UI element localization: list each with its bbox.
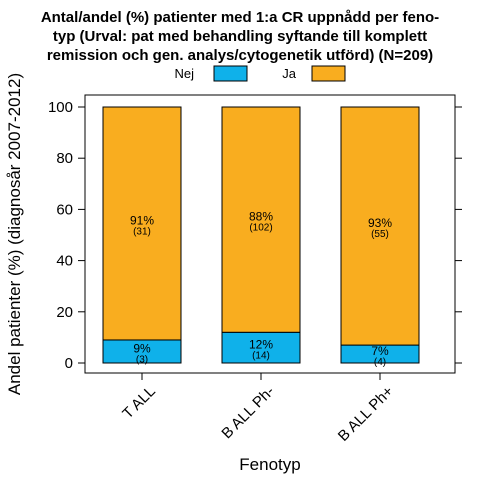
data-label-count: (31) <box>133 226 151 237</box>
y-axis-label: Andel patienter (%) (diagnosår 2007-2012… <box>5 73 24 395</box>
title-line: typ (Urval: pat med behandling syftande … <box>53 28 427 45</box>
legend-label: Nej <box>174 66 194 81</box>
y-tick-label: 0 <box>65 355 73 372</box>
data-label-pct: 7% <box>371 344 389 358</box>
bar-segment <box>102 106 182 341</box>
y-tick-label: 60 <box>56 201 73 218</box>
legend-label: Ja <box>282 66 297 81</box>
x-axis: T ALL B ALL Ph- B ALL Ph+ <box>119 373 397 445</box>
bar-segment <box>340 106 420 346</box>
y-tick-label: 80 <box>56 150 73 167</box>
title-line: remission och gen. analys/cytogenetik ut… <box>47 47 433 64</box>
x-tick-label: T ALL <box>119 383 159 423</box>
data-label-count: (55) <box>371 229 389 240</box>
legend: Nej Ja <box>174 65 346 82</box>
data-label-count: (102) <box>249 223 272 234</box>
data-label-pct: 88% <box>249 210 273 224</box>
data-label-count: (3) <box>136 354 148 365</box>
data-label-count: (14) <box>252 351 270 362</box>
bar-segment <box>221 106 301 333</box>
x-tick-label: B ALL Ph- <box>218 383 277 442</box>
data-label-pct: 93% <box>368 216 392 230</box>
plot-area <box>84 94 456 374</box>
data-label-pct: 91% <box>130 213 154 227</box>
y-tick-label: 20 <box>56 304 73 321</box>
legend-swatch <box>213 65 248 82</box>
y-tick-label: 40 <box>56 253 73 270</box>
y-axis: 0 20 40 60 80 100 <box>48 99 462 372</box>
data-label-count: (4) <box>374 357 386 368</box>
bars: 9%(3) 91%(31) 12%(14) 88%(102) 7%(4) 93%(55) <box>102 106 420 368</box>
chart-title: Antal/andel (%) patienter med 1:a CR upp… <box>41 9 439 64</box>
title-line: Antal/andel (%) patienter med 1:a CR upp… <box>41 9 439 26</box>
x-tick-label: B ALL Ph+ <box>335 383 397 445</box>
data-label-pct: 12% <box>249 338 273 352</box>
x-axis-label: Fenotyp <box>239 455 300 474</box>
data-label-pct: 9% <box>133 341 151 355</box>
legend-swatch <box>311 65 346 82</box>
y-tick-label: 100 <box>48 99 73 116</box>
